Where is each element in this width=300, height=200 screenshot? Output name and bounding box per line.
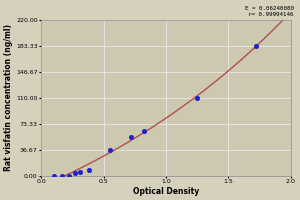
Point <box>66 174 71 177</box>
Point <box>195 96 200 99</box>
Point <box>107 148 112 151</box>
Point <box>141 129 146 133</box>
Point <box>51 174 56 177</box>
Point <box>60 174 65 177</box>
X-axis label: Optical Density: Optical Density <box>133 187 199 196</box>
Point <box>77 170 82 174</box>
Point <box>86 168 91 172</box>
Y-axis label: Rat visfatin concentration (ng/ml): Rat visfatin concentration (ng/ml) <box>4 24 13 171</box>
Text: E = 0.06240080
r= 0.99994146: E = 0.06240080 r= 0.99994146 <box>245 6 294 17</box>
Point <box>73 172 77 175</box>
Point <box>129 135 134 138</box>
Point <box>254 44 258 48</box>
